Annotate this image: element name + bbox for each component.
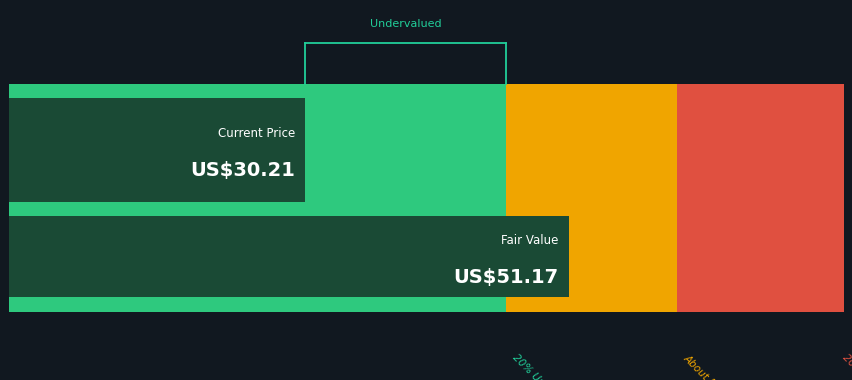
Bar	[9, 98, 305, 202]
Bar	[9, 216, 568, 298]
Text: 20% Undervalued: 20% Undervalued	[509, 353, 582, 380]
Text: Current Price: Current Price	[218, 127, 295, 140]
Text: Fair Value: Fair Value	[501, 234, 558, 247]
Text: US$30.21: US$30.21	[190, 161, 295, 180]
Text: US$51.17: US$51.17	[453, 268, 558, 287]
Text: 20% Overvalued: 20% Overvalued	[839, 353, 852, 380]
Text: Undervalued: Undervalued	[370, 19, 440, 29]
Text: About Right: About Right	[681, 353, 731, 380]
